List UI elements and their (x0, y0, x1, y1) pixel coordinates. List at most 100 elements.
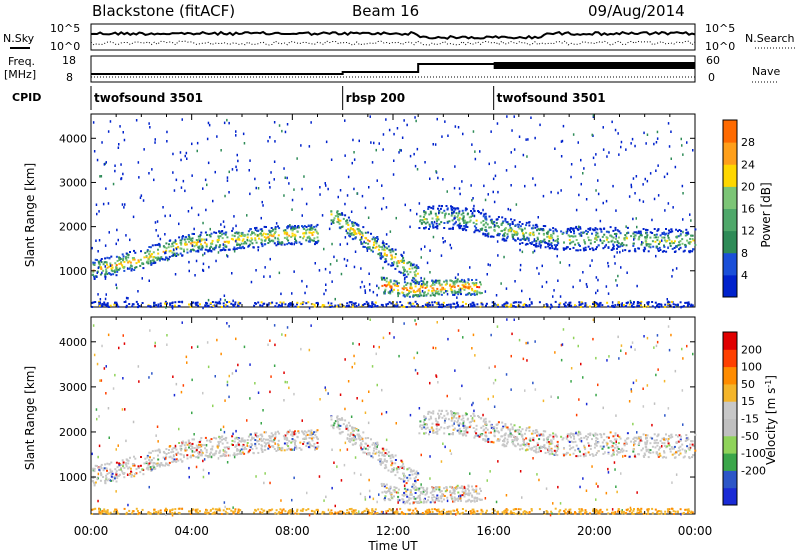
velocity-point (268, 444, 270, 447)
power-noise-point (453, 217, 455, 220)
velocity-point (414, 492, 417, 494)
power-noise-point (138, 176, 140, 179)
velocity-point (436, 486, 439, 489)
velocity-point (383, 458, 386, 461)
power-ground-point (287, 304, 290, 307)
power-ground-point (632, 302, 635, 305)
velocity-point (490, 440, 493, 443)
power-point (382, 243, 385, 246)
power-noise-point (169, 214, 171, 217)
power-point (370, 232, 372, 235)
power-noise-point (356, 192, 358, 195)
velocity-point (291, 434, 294, 437)
velocity-point (420, 428, 423, 430)
power-point (238, 234, 241, 237)
power-ground-point (433, 301, 436, 304)
power-ground-point (278, 304, 281, 307)
power-point (117, 268, 120, 271)
power-ground-point (102, 303, 105, 306)
velocity-point (99, 479, 102, 482)
power-point (251, 238, 254, 241)
power-noise-point (137, 290, 139, 293)
power-noise-point (222, 243, 225, 246)
power-noise-point (100, 175, 103, 178)
power-ground-point (346, 302, 349, 305)
power-noise-point (537, 216, 539, 219)
velocity-point (691, 443, 694, 446)
power-point (263, 225, 266, 228)
power-point (462, 219, 465, 222)
power-noise-point (503, 255, 505, 259)
power-point (309, 231, 311, 234)
power-point (453, 215, 456, 218)
power-point (140, 250, 142, 253)
power-point (122, 255, 125, 258)
power-noise-point (385, 233, 388, 236)
velocity-point (612, 449, 615, 452)
velocity-point (361, 440, 364, 443)
velocity-point (350, 439, 353, 442)
velocity-point (542, 434, 545, 437)
velocity-point (121, 459, 124, 462)
power-noise-point (319, 193, 321, 196)
power-point (179, 241, 182, 244)
power-point (677, 244, 680, 247)
power-point (255, 241, 258, 244)
power-point (286, 227, 289, 230)
power-point (398, 261, 401, 264)
power-noise-point (196, 141, 199, 145)
power-point (544, 241, 546, 244)
power-point (450, 205, 452, 208)
power-ground-point (279, 305, 282, 307)
velocity-point (465, 431, 468, 434)
power-point (431, 222, 434, 225)
power-point (595, 246, 598, 249)
power-point (431, 217, 434, 220)
velocity-point (427, 499, 430, 502)
power-point (405, 293, 408, 296)
power-noise-point (324, 182, 326, 185)
power-point (241, 245, 244, 248)
velocity-point (169, 445, 172, 447)
velocity-point (653, 439, 656, 442)
power-noise-point (409, 225, 411, 229)
power-ground-point (530, 301, 533, 304)
power-point (474, 229, 477, 232)
power-point (440, 290, 443, 293)
power-noise-point (534, 136, 536, 140)
velocity-point (133, 455, 135, 458)
power-point (286, 238, 288, 241)
power-point (669, 244, 672, 247)
power-point (235, 231, 238, 234)
power-point (648, 245, 651, 248)
power-point (441, 205, 443, 207)
power-ground-point (689, 305, 692, 307)
velocity-point (399, 465, 402, 468)
power-colorbar-label: Power [dB] (759, 182, 773, 247)
power-noise-point (397, 294, 399, 298)
power-point (621, 244, 624, 247)
power-noise-point (426, 261, 429, 265)
velocity-point (436, 430, 439, 433)
power-noise-point (283, 194, 285, 197)
velocity-point (360, 443, 363, 446)
power-ground-point (354, 302, 357, 305)
power-ground-point (106, 304, 109, 307)
velocity-point (287, 447, 290, 450)
velocity-point (471, 495, 474, 498)
power-point (425, 282, 428, 285)
velocity-point (570, 447, 573, 450)
velocity-point (110, 475, 113, 478)
power-noise-point (382, 133, 385, 136)
velocity-point (569, 448, 572, 451)
power-point (694, 228, 697, 231)
power-noise-point (149, 126, 151, 129)
velocity-point (463, 492, 466, 495)
power-point (609, 226, 612, 229)
power-point (658, 246, 661, 249)
velocity-point (297, 431, 300, 434)
power-point (420, 294, 423, 297)
power-point (561, 233, 564, 235)
velocity-point (456, 497, 459, 500)
power-noise-point (626, 271, 628, 274)
